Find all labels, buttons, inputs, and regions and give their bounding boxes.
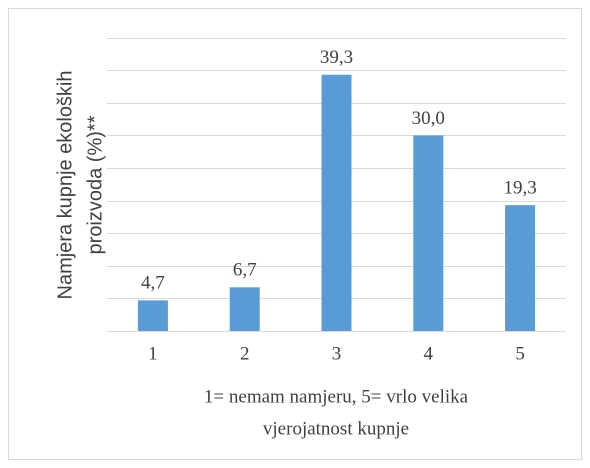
y-axis-label-line: proizvoda (%)** (84, 115, 106, 254)
y-axis-label: Namjera kupnje ekoloških proizvoda (%)** (54, 70, 106, 299)
y-axis-label-line: Namjera kupnje ekoloških (54, 70, 76, 299)
x-tick-label: 3 (332, 343, 342, 364)
x-tick-label: 2 (240, 343, 250, 364)
x-tick-label: 1 (148, 343, 158, 364)
x-axis-label-line: vjerojatnost kupnje (263, 418, 409, 439)
bar (137, 300, 168, 331)
bar (321, 74, 352, 331)
bar (505, 205, 536, 331)
x-tick-label: 4 (424, 343, 434, 364)
data-label: 39,3 (320, 47, 353, 68)
bar (413, 135, 444, 331)
data-label: 30,0 (412, 108, 445, 129)
data-label: 4,7 (141, 273, 165, 294)
x-tick-label: 5 (515, 343, 525, 364)
x-axis-label-line: 1= nemam namjeru, 5= vrlo velika (204, 386, 469, 407)
data-label: 19,3 (503, 178, 536, 199)
data-label: 6,7 (233, 260, 257, 281)
bar (229, 287, 260, 331)
